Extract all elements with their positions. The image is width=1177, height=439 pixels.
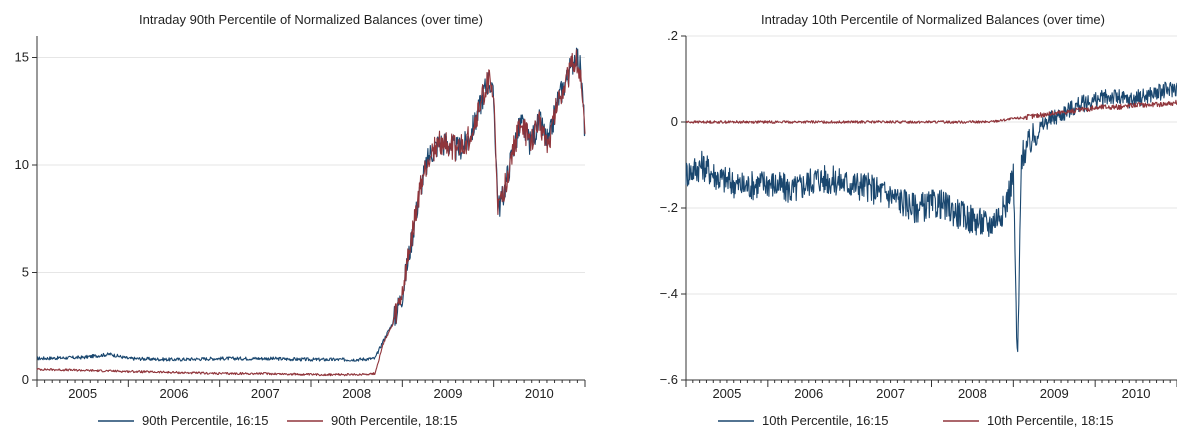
series-line-1 xyxy=(685,99,1177,124)
legend: 90th Percentile, 16:15 90th Percentile, … xyxy=(98,413,457,428)
y-tick-label: −.2 xyxy=(660,200,678,215)
x-tick-label: 2008 xyxy=(958,386,987,401)
axes: 0 5 10 15 2005 2006 2007 2008 2009 2010 xyxy=(15,36,586,401)
y-tick-label: 5 xyxy=(22,265,29,280)
chart-right: Intraday 10th Percentile of Normalized B… xyxy=(660,12,1177,428)
chart-left: Intraday 90th Percentile of Normalized B… xyxy=(15,12,586,428)
chart-title: Intraday 90th Percentile of Normalized B… xyxy=(139,12,483,27)
legend-label-0: 10th Percentile, 16:15 xyxy=(762,413,888,428)
x-tick-label: 2005 xyxy=(712,386,741,401)
series xyxy=(685,81,1177,353)
x-tick-label: 2009 xyxy=(1040,386,1069,401)
grid xyxy=(37,57,585,381)
x-tick-label: 2010 xyxy=(525,386,554,401)
legend: 10th Percentile, 16:15 10th Percentile, … xyxy=(718,413,1113,428)
y-tick-label: −.6 xyxy=(660,372,678,387)
y-tick-label: 0 xyxy=(22,372,29,387)
y-tick-label: 10 xyxy=(15,157,29,172)
x-tick-label: 2008 xyxy=(342,386,371,401)
chart-title: Intraday 10th Percentile of Normalized B… xyxy=(761,12,1105,27)
x-tick-label: 2006 xyxy=(160,386,189,401)
legend-label-1: 10th Percentile, 18:15 xyxy=(987,413,1113,428)
series-line-0 xyxy=(36,47,586,362)
legend-label-0: 90th Percentile, 16:15 xyxy=(142,413,268,428)
axes: −.6 −.4 −.2 0 .2 2005 2006 2007 2008 2009 2010 xyxy=(660,28,1177,401)
legend-label-1: 90th Percentile, 18:15 xyxy=(331,413,457,428)
x-tick-label: 2007 xyxy=(251,386,280,401)
series-line-1 xyxy=(36,49,586,377)
x-tick-label: 2006 xyxy=(794,386,823,401)
series xyxy=(36,47,586,377)
x-tick-label: 2005 xyxy=(68,386,97,401)
y-tick-label: 15 xyxy=(15,50,29,65)
series-line-0 xyxy=(685,81,1177,353)
y-tick-label: .2 xyxy=(667,28,678,43)
grid xyxy=(686,35,1177,381)
x-tick-label: 2007 xyxy=(876,386,905,401)
y-tick-label: 0 xyxy=(671,114,678,129)
x-tick-label: 2010 xyxy=(1122,386,1151,401)
y-tick-label: −.4 xyxy=(660,286,678,301)
x-tick-label: 2009 xyxy=(434,386,463,401)
